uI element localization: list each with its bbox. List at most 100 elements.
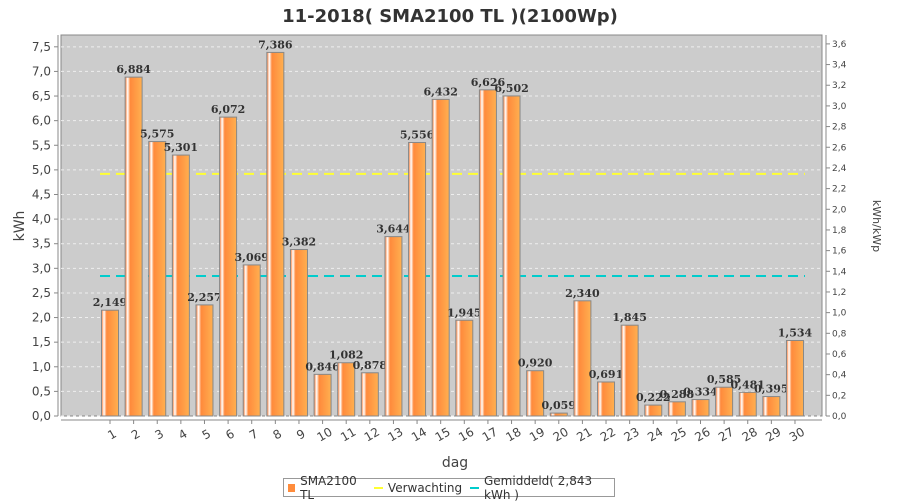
- bar: [289, 249, 308, 417]
- y-right-tick-label: 1,2: [832, 288, 846, 298]
- bar-value-label: 0,481: [731, 378, 765, 391]
- bar-value-label: 0,878: [353, 359, 388, 372]
- y-tick-label: 2,0: [32, 311, 51, 325]
- bar: [171, 154, 190, 417]
- x-tick-label: 21: [574, 425, 594, 445]
- y-tick-label: 0,0: [32, 409, 51, 423]
- bar: [691, 399, 710, 417]
- bar-value-label: 6,072: [211, 103, 245, 116]
- x-tick-label: 6: [223, 427, 237, 443]
- legend: SMA2100 TL Verwachting Gemiddeld( 2,843 …: [283, 474, 615, 502]
- y-right-tick-label: 1,6: [832, 247, 847, 257]
- y-tick-label: 5,5: [32, 138, 51, 152]
- bar: [478, 89, 497, 417]
- legend-swatch-line: [374, 486, 383, 489]
- bar: [195, 304, 214, 417]
- y-right-tick-label: 1,4: [832, 267, 847, 277]
- bar: [148, 141, 167, 417]
- x-tick-label: 23: [622, 425, 642, 445]
- bar-value-label: 2,340: [565, 287, 600, 300]
- y-tick-label: 4,0: [32, 212, 51, 226]
- bar: [597, 381, 616, 417]
- y-axis-label: kWh: [12, 211, 28, 242]
- x-tick-label: 8: [271, 427, 285, 443]
- y-right-tick-label: 0,6: [832, 350, 847, 360]
- y-tick-label: 4,5: [32, 187, 51, 201]
- bar: [384, 236, 403, 417]
- bar-value-label: 1,082: [329, 349, 363, 362]
- x-tick-label: 9: [294, 427, 308, 443]
- bar-value-label: 0,846: [305, 360, 340, 373]
- x-tick-label: 10: [314, 425, 334, 445]
- x-tick-label: 3: [152, 427, 166, 443]
- bar: [502, 95, 521, 417]
- x-tick-label: 5: [200, 427, 214, 443]
- x-tick-label: 11: [338, 425, 358, 445]
- bar-value-label: 0,920: [518, 357, 553, 370]
- bar: [620, 324, 639, 417]
- bar: [455, 319, 474, 417]
- y-right-tick-label: 2,0: [832, 205, 847, 215]
- x-tick-label: 7: [247, 427, 261, 443]
- bar-value-label: 0,222: [636, 391, 670, 404]
- x-tick-label: 13: [385, 425, 405, 445]
- bar: [738, 391, 757, 417]
- y-right-tick-label: 3,4: [832, 61, 847, 71]
- y-right-tick-label: 2,6: [832, 143, 847, 153]
- bar-value-label: 5,556: [400, 129, 435, 142]
- x-axis-label: dag: [442, 455, 468, 471]
- x-tick-label: 27: [716, 425, 736, 445]
- legend-item: Verwachting: [387, 480, 463, 495]
- bar: [242, 264, 261, 417]
- bar: [219, 116, 238, 417]
- y-right-tick-label: 3,0: [832, 102, 847, 112]
- y-right-tick-label: 0,0: [832, 412, 847, 422]
- y-right-tick-label: 1,8: [832, 226, 847, 236]
- chart-title: 11-2018( SMA2100 TL )(2100Wp): [282, 6, 618, 27]
- bar-value-label: 5,575: [140, 128, 174, 141]
- y-tick-label: 5,0: [32, 163, 51, 177]
- x-tick-label: 16: [456, 425, 476, 445]
- x-tick-label: 26: [692, 425, 712, 445]
- x-tick-label: 22: [598, 425, 618, 445]
- x-tick-label: 19: [527, 425, 547, 445]
- legend-item: Gemiddeld( 2,843 kWh ): [484, 473, 593, 502]
- x-tick-label: 14: [409, 425, 429, 445]
- y-axis-right-label: kWh/kWp: [870, 200, 883, 252]
- y-tick-label: 2,5: [32, 286, 51, 300]
- bar-value-label: 2,257: [187, 291, 221, 304]
- y-right-tick-label: 3,2: [832, 81, 846, 91]
- x-tick-label: 4: [176, 427, 190, 443]
- y-tick-label: 1,0: [32, 360, 51, 374]
- bar: [549, 412, 568, 417]
- x-tick-label: 17: [480, 425, 500, 445]
- bar-value-label: 2,149: [93, 296, 127, 309]
- y-tick-label: 6,5: [32, 89, 51, 103]
- legend-swatch-bar: [288, 483, 296, 492]
- x-tick-label: 15: [433, 425, 453, 445]
- legend-swatch-line: [470, 486, 479, 489]
- x-tick-label: 18: [503, 425, 523, 445]
- bar-value-label: 3,644: [376, 223, 411, 236]
- y-right-tick-label: 2,2: [832, 185, 846, 195]
- bar: [644, 404, 663, 417]
- y-right-tick-label: 3,6: [832, 40, 847, 50]
- bar-value-label: 0,395: [754, 383, 788, 396]
- bar-value-label: 0,585: [707, 373, 741, 386]
- y-right-tick-label: 0,4: [832, 371, 847, 381]
- bar-value-label: 0,288: [660, 388, 695, 401]
- bar: [408, 142, 427, 417]
- bar: [785, 339, 804, 417]
- bar-value-label: 6,432: [423, 85, 457, 98]
- bar: [573, 300, 592, 417]
- bar-value-label: 1,534: [778, 326, 813, 339]
- y-right-tick-label: 2,8: [832, 123, 847, 133]
- bar: [526, 370, 545, 417]
- bar-value-label: 7,386: [258, 38, 293, 51]
- y-right-tick-label: 1,0: [832, 309, 847, 319]
- y-tick-label: 3,5: [32, 237, 51, 251]
- x-tick-label: 25: [669, 425, 689, 445]
- bar-value-label: 1,845: [612, 311, 646, 324]
- x-tick-label: 24: [645, 425, 665, 445]
